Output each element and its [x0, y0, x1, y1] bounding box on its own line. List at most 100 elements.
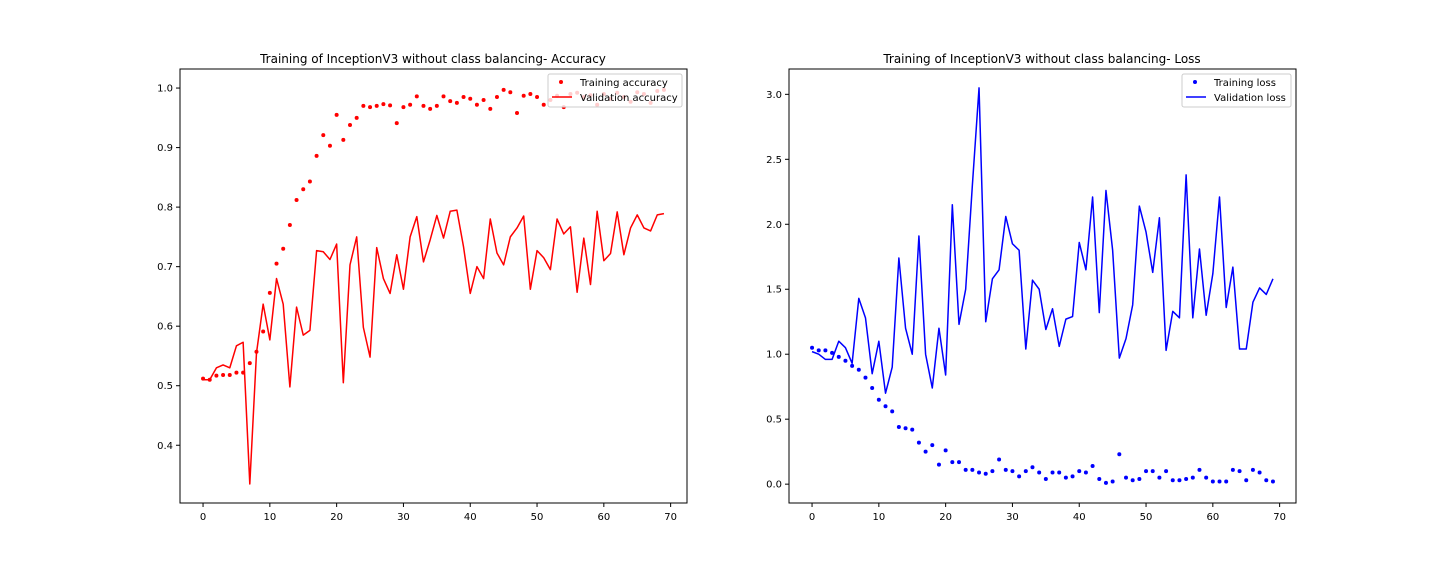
- loss-x-tick-label: 60: [1206, 512, 1219, 523]
- training-accuracy-point: [401, 105, 406, 110]
- training-loss-point: [1210, 479, 1215, 484]
- loss-plot-frame: [788, 68, 1297, 504]
- loss-y-tick-label: 0.0: [766, 480, 782, 491]
- training-loss-point: [1170, 478, 1175, 483]
- training-loss-point: [890, 409, 895, 414]
- accuracy-y-tick-label: 1.0: [157, 84, 173, 95]
- loss-y-tick-label: 0.5: [766, 415, 782, 426]
- training-accuracy-point: [287, 222, 292, 227]
- accuracy-y-tick-label: 0.8: [157, 203, 173, 214]
- training-loss-point: [823, 348, 828, 353]
- accuracy-x-tick-label: 20: [330, 512, 343, 523]
- training-loss-point: [983, 471, 988, 476]
- training-loss-point: [963, 467, 968, 472]
- training-loss-point: [1197, 467, 1202, 472]
- training-accuracy-point: [221, 373, 226, 377]
- accuracy-x-tick-label: 30: [397, 512, 410, 523]
- accuracy-plot-frame: [179, 68, 688, 504]
- training-loss-point: [1244, 478, 1249, 483]
- training-loss-point: [1250, 467, 1255, 472]
- training-accuracy-point: [494, 94, 499, 99]
- training-accuracy-point: [488, 106, 493, 111]
- training-loss-point: [870, 386, 875, 390]
- loss-x-tick-label: 10: [872, 512, 885, 523]
- training-loss-point: [930, 443, 935, 448]
- accuracy-y-tick-label: 0.6: [157, 322, 173, 333]
- training-accuracy-point: [294, 197, 299, 202]
- training-accuracy-point: [521, 93, 526, 98]
- training-accuracy-point: [374, 103, 379, 108]
- training-loss-point: [1097, 476, 1102, 481]
- loss-x-tick-label: 20: [939, 512, 952, 523]
- training-loss-point: [816, 348, 821, 353]
- training-loss-point: [943, 448, 948, 453]
- accuracy-chart: Training of InceptionV3 without class ba…: [157, 52, 688, 523]
- loss-legend: Training loss Validation loss: [1181, 73, 1292, 108]
- training-loss-point: [923, 449, 928, 454]
- training-loss-point: [1184, 476, 1189, 481]
- training-loss-point: [903, 426, 908, 431]
- accuracy-x-tick-label: 0: [200, 512, 206, 523]
- loss-x-tick-label: 0: [809, 512, 815, 523]
- training-loss-point: [863, 375, 868, 380]
- training-accuracy-point: [448, 99, 453, 104]
- training-loss-point: [876, 397, 881, 402]
- training-loss-point: [1037, 470, 1042, 475]
- legend-training-loss-marker: [1193, 80, 1197, 84]
- training-accuracy-point: [247, 361, 252, 366]
- loss-y-tick-label: 2.0: [766, 220, 782, 231]
- legend-validation-accuracy-label: Validation accuracy: [580, 93, 678, 104]
- training-accuracy-point: [361, 103, 366, 108]
- training-loss-point: [977, 470, 982, 475]
- legend-validation-loss-label: Validation loss: [1214, 93, 1286, 104]
- validation-accuracy-line: [203, 209, 665, 485]
- training-loss-point: [850, 363, 855, 368]
- training-loss-point: [997, 457, 1002, 462]
- training-loss-point: [1003, 467, 1008, 472]
- accuracy-x-tick-label: 10: [263, 512, 276, 523]
- training-accuracy-point: [535, 94, 540, 99]
- training-accuracy-point: [434, 103, 439, 108]
- training-accuracy-point: [321, 133, 326, 138]
- training-accuracy-point: [541, 102, 546, 107]
- training-loss-point: [1110, 479, 1115, 484]
- training-loss-point: [910, 427, 915, 432]
- accuracy-x-tick-label: 50: [531, 512, 544, 523]
- training-loss-point: [1077, 469, 1082, 474]
- accuracy-chart-title: Training of InceptionV3 without class ba…: [259, 52, 606, 66]
- loss-y-tick-label: 1.0: [766, 350, 782, 361]
- training-accuracy-point: [274, 261, 279, 266]
- loss-axis-ticks: 0 10 20 30 40 50 60 70 0.0 0.5 1.0 1.5 2.0 2.5 3.0: [766, 90, 1286, 523]
- training-loss-point: [1230, 467, 1235, 472]
- accuracy-axis-ticks: 0 10 20 30 40 50 60 70 0.4 0.5 0.6 0.7 0.8 0.9 1.0: [157, 84, 677, 523]
- training-loss-point: [843, 358, 848, 363]
- training-loss-point: [916, 440, 921, 445]
- accuracy-x-tick-label: 70: [664, 512, 677, 523]
- accuracy-legend-box: [547, 73, 683, 108]
- training-loss-point: [1190, 475, 1195, 480]
- training-loss-point: [1030, 465, 1035, 470]
- training-accuracy-point: [474, 102, 479, 107]
- training-loss-point: [1010, 469, 1015, 474]
- training-loss-point: [1017, 474, 1022, 479]
- training-loss-point: [883, 404, 888, 409]
- training-accuracy-point: [301, 187, 306, 192]
- training-loss-point: [1124, 475, 1128, 480]
- training-loss-point: [1164, 469, 1169, 474]
- training-loss-point: [957, 460, 961, 465]
- training-accuracy-point: [227, 373, 232, 377]
- training-accuracy-point: [314, 153, 319, 158]
- training-accuracy-point: [408, 102, 413, 107]
- training-accuracy-point: [381, 102, 386, 107]
- training-loss-point: [1050, 470, 1055, 475]
- accuracy-y-tick-label: 0.4: [157, 441, 173, 452]
- training-accuracy-point: [281, 246, 286, 251]
- loss-x-tick-label: 50: [1140, 512, 1153, 523]
- training-accuracy-point: [461, 94, 466, 99]
- training-loss-point: [1137, 476, 1142, 481]
- training-accuracy-point: [341, 137, 346, 142]
- training-loss-point: [936, 462, 941, 467]
- training-accuracy-point: [261, 329, 266, 334]
- training-accuracy-point: [528, 92, 533, 96]
- training-accuracy-point: [394, 121, 399, 126]
